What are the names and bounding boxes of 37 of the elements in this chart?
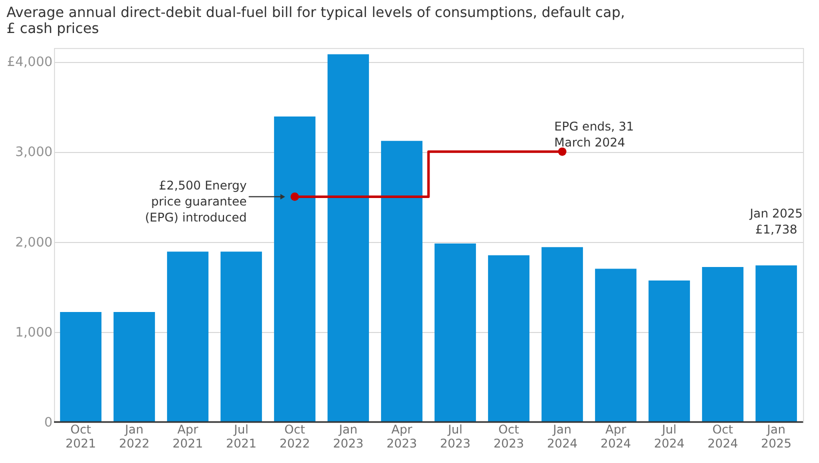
chart-title: Average annual direct-debit dual-fuel bill for typical levels of consumptions, default cap, £ cash prices [6,5,625,37]
bar [595,268,636,422]
x-tick-label: Jan 2024 [546,422,578,450]
bar [756,265,797,422]
x-tick-label: Jan 2022 [118,422,150,450]
x-tick-label: Jul 2021 [226,422,257,450]
y-tick-label: £4,000 [7,55,52,70]
bar [220,252,262,422]
annotation: £2,500 Energy price guarantee (EPG) introduced [144,178,247,225]
x-tick-label: Jan 2023 [332,422,364,450]
x-tick-label: Jul 2024 [654,422,685,450]
x-tick-label: Oct 2024 [707,422,738,450]
bar [381,140,422,422]
bar [274,116,316,422]
x-tick-label: Apr 2021 [172,422,204,450]
x-tick-label: Oct 2023 [493,422,524,450]
x-tick-label: Oct 2022 [279,422,310,450]
annotation: Jan 2025 £1,738 [748,206,803,236]
x-tick-label: Oct 2021 [65,422,96,450]
bar [167,252,208,422]
bar [60,312,102,422]
bar [648,280,690,422]
bar [328,54,369,422]
x-tick-label: Apr 2023 [386,422,418,450]
bar [434,244,476,422]
x-tick-label: Jul 2023 [440,422,471,450]
x-tick-label: Jan 2025 [760,422,792,450]
y-tick-label: 1,000 [15,325,52,340]
bar [114,312,155,422]
bar [542,247,583,422]
bar [488,255,530,422]
y-tick-label: 3,000 [15,145,52,160]
y-tick-label: 2,000 [15,235,52,250]
y-tick-label: 0 [44,416,52,430]
x-tick-label: Apr 2024 [600,422,632,450]
bar [702,266,744,422]
annotation: EPG ends, 31 March 2024 [554,120,634,150]
